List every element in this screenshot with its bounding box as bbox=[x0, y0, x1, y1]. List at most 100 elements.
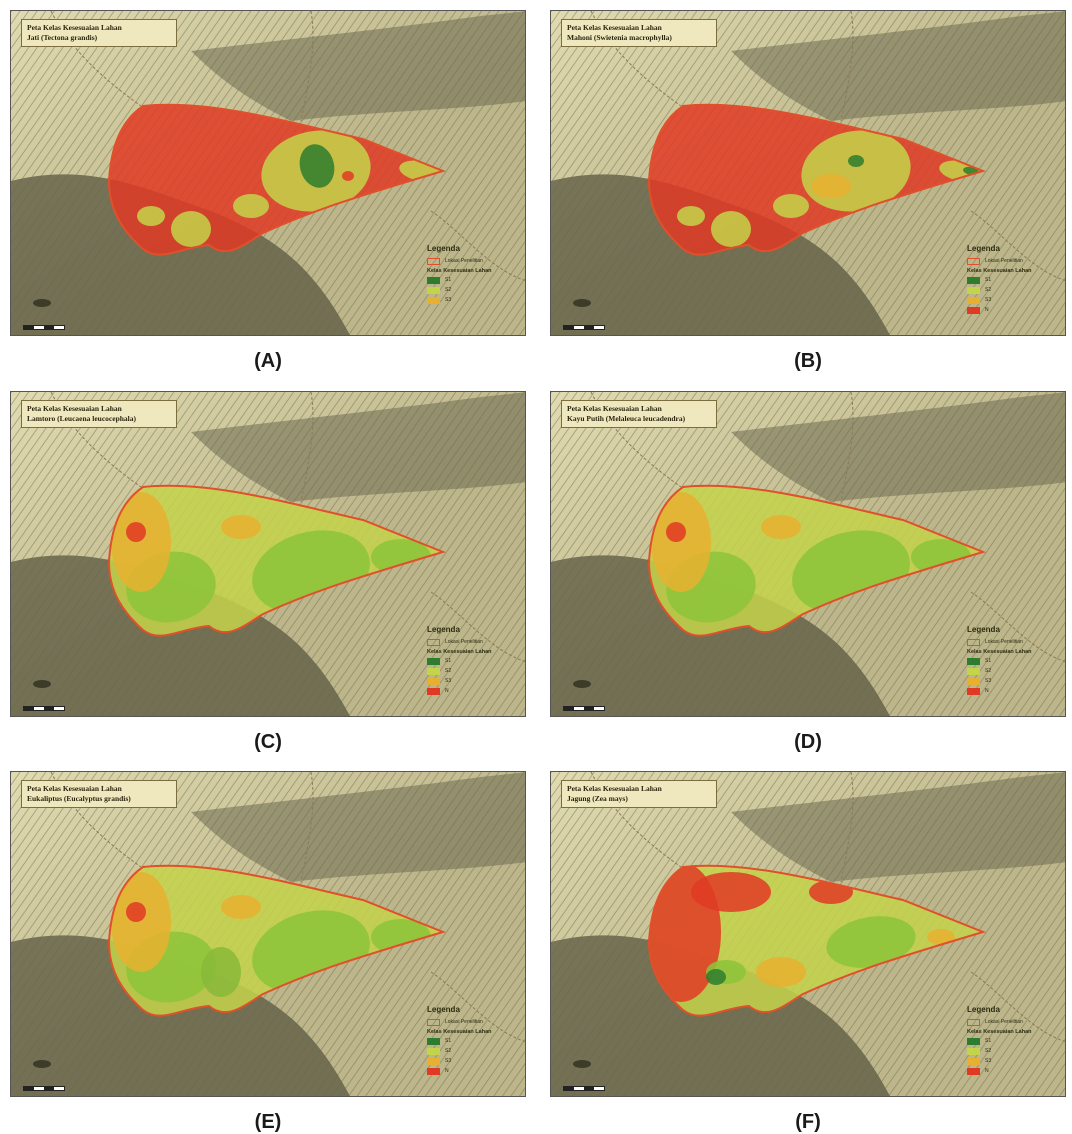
legend-row-class: S2 bbox=[427, 666, 525, 676]
class-swatch bbox=[967, 286, 980, 294]
suitability-map bbox=[11, 772, 525, 1096]
legend-row-class: S3 bbox=[967, 676, 1065, 686]
legend-label: S3 bbox=[445, 678, 452, 684]
class-swatch bbox=[967, 1057, 980, 1065]
legend-row-boundary: Lokasi Penelitian bbox=[427, 1017, 525, 1027]
map-frame: Peta Kelas Kesesuaian Lahan Kayu Putih (M… bbox=[550, 391, 1066, 717]
legend-row-class: S2 bbox=[427, 285, 525, 295]
map-title: Peta Kelas Kesesuaian Lahan bbox=[27, 23, 122, 32]
legend-row-boundary: Lokasi Penelitian bbox=[967, 1017, 1065, 1027]
map-legend: Legenda Lokasi Penelitian Kelas Kesesuaian… bbox=[967, 625, 1065, 696]
map-title-box: Peta Kelas Kesesuaian Lahan Jagung (Zea m… bbox=[561, 780, 717, 808]
legend-row-boundary: Lokasi Penelitian bbox=[427, 256, 525, 266]
class-swatch bbox=[427, 286, 440, 294]
legend-subtitle: Kelas Kesesuaian Lahan bbox=[967, 649, 1032, 655]
class-swatch bbox=[427, 1067, 440, 1075]
legend-label: S3 bbox=[445, 1058, 452, 1064]
legend-row-class: S2 bbox=[967, 285, 1065, 295]
map-title-box: Peta Kelas Kesesuaian Lahan Lamtoro (Leuc… bbox=[21, 400, 177, 428]
legend-label: S1 bbox=[445, 1038, 452, 1044]
map-frame: Peta Kelas Kesesuaian Lahan Mahoni (Swiet… bbox=[550, 10, 1066, 336]
legend-row-class: S3 bbox=[967, 1056, 1065, 1066]
legend-row-class: N bbox=[967, 686, 1065, 696]
boundary-swatch bbox=[427, 1018, 440, 1026]
legend-label: S2 bbox=[445, 287, 452, 293]
suitability-map bbox=[551, 392, 1065, 716]
map-subtitle: Kayu Putih (Melaleuca leucadendra) bbox=[567, 414, 686, 423]
legend-label: S1 bbox=[985, 1038, 992, 1044]
map-subtitle: Lamtoro (Leucaena leucocephala) bbox=[27, 414, 137, 423]
legend-label: S3 bbox=[445, 297, 452, 303]
map-subtitle: Mahoni (Swietenia macrophylla) bbox=[567, 33, 672, 42]
legend-subtitle: Kelas Kesesuaian Lahan bbox=[967, 268, 1032, 274]
class-swatch bbox=[427, 687, 440, 695]
study-area-boundary bbox=[107, 103, 447, 256]
class-swatch bbox=[967, 1047, 980, 1055]
legend-row-class: N bbox=[427, 686, 525, 696]
legend-label: Lokasi Penelitian bbox=[445, 258, 483, 264]
class-swatch bbox=[967, 306, 980, 314]
legend-label: N bbox=[445, 1068, 449, 1074]
north-arrow-icon bbox=[33, 1060, 51, 1068]
legend-label: N bbox=[985, 1068, 989, 1074]
scale-bar bbox=[23, 325, 65, 330]
class-swatch bbox=[967, 276, 980, 284]
legend-label: S1 bbox=[985, 277, 992, 283]
legend-row-class: S2 bbox=[967, 1046, 1065, 1056]
map-title: Peta Kelas Kesesuaian Lahan bbox=[27, 404, 122, 413]
legend-label: S1 bbox=[985, 658, 992, 664]
study-area-boundary bbox=[107, 864, 447, 1017]
class-swatch bbox=[427, 677, 440, 685]
legend-label: N bbox=[985, 688, 989, 694]
legend-row-class: S1 bbox=[967, 1036, 1065, 1046]
class-swatch bbox=[967, 687, 980, 695]
boundary-swatch bbox=[427, 257, 440, 265]
legend-label: S2 bbox=[445, 1048, 452, 1054]
class-swatch bbox=[967, 657, 980, 665]
panel-caption: (D) bbox=[794, 731, 822, 753]
legend-row-boundary: Lokasi Penelitian bbox=[967, 637, 1065, 647]
boundary-swatch bbox=[967, 1018, 980, 1026]
panel-caption: (C) bbox=[254, 731, 282, 753]
legend-label: Lokasi Penelitian bbox=[445, 639, 483, 645]
map-frame: Peta Kelas Kesesuaian Lahan Eukaliptus (E… bbox=[10, 771, 526, 1097]
legend-label: Lokasi Penelitian bbox=[985, 1019, 1023, 1025]
map-legend: Legenda Lokasi Penelitian Kelas Kesesuaian… bbox=[967, 1005, 1065, 1076]
map-title-box: Peta Kelas Kesesuaian Lahan Eukaliptus (E… bbox=[21, 780, 177, 808]
legend-title: Legenda bbox=[427, 1005, 460, 1014]
legend-row-boundary: Lokasi Penelitian bbox=[967, 256, 1065, 266]
legend-row-class: S1 bbox=[967, 275, 1065, 285]
map-frame: Peta Kelas Kesesuaian Lahan Jagung (Zea m… bbox=[550, 771, 1066, 1097]
map-title: Peta Kelas Kesesuaian Lahan bbox=[567, 23, 662, 32]
scale-bar bbox=[563, 325, 605, 330]
map-title-box: Peta Kelas Kesesuaian Lahan Jati (Tectona… bbox=[21, 19, 177, 47]
map-title-box: Peta Kelas Kesesuaian Lahan Mahoni (Swiet… bbox=[561, 19, 717, 47]
legend-row-class: S3 bbox=[427, 295, 525, 305]
panel-caption: (F) bbox=[795, 1111, 821, 1133]
study-area-boundary bbox=[107, 484, 447, 637]
scale-bar bbox=[563, 1086, 605, 1091]
legend-row-class: N bbox=[427, 1066, 525, 1076]
north-arrow-icon bbox=[573, 680, 591, 688]
panel-caption: (B) bbox=[794, 350, 822, 372]
legend-row-class: N bbox=[967, 305, 1065, 315]
legend-title: Legenda bbox=[427, 625, 460, 634]
legend-label: S3 bbox=[985, 678, 992, 684]
legend-row-class: S3 bbox=[427, 1056, 525, 1066]
class-swatch bbox=[967, 1067, 980, 1075]
legend-label: Lokasi Penelitian bbox=[985, 639, 1023, 645]
legend-row-class: S2 bbox=[427, 1046, 525, 1056]
map-frame: Peta Kelas Kesesuaian Lahan Jati (Tectona… bbox=[10, 10, 526, 336]
legend-label: S2 bbox=[445, 668, 452, 674]
north-arrow-icon bbox=[33, 680, 51, 688]
legend-subtitle: Kelas Kesesuaian Lahan bbox=[427, 1029, 492, 1035]
study-area-boundary bbox=[647, 484, 987, 637]
map-subtitle: Jagung (Zea mays) bbox=[567, 794, 628, 803]
legend-title: Legenda bbox=[967, 244, 1000, 253]
class-swatch bbox=[967, 1037, 980, 1045]
scale-bar bbox=[23, 706, 65, 711]
legend-row-class: S1 bbox=[967, 656, 1065, 666]
class-swatch bbox=[967, 667, 980, 675]
legend-label: S3 bbox=[985, 1058, 992, 1064]
boundary-swatch bbox=[967, 257, 980, 265]
